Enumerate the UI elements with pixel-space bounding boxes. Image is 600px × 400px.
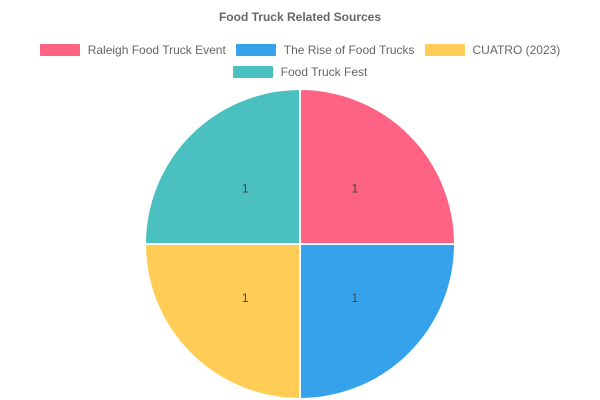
legend-label: Food Truck Fest — [280, 65, 368, 79]
legend-item-food-truck-fest[interactable]: Food Truck Fest — [232, 64, 368, 80]
chart-legend: Raleigh Food Truck Event The Rise of Foo… — [0, 39, 600, 83]
legend-label: The Rise of Food Trucks — [283, 43, 415, 57]
pie-data-labels: 1 1 1 1 — [242, 181, 359, 305]
legend-item-cuatro-2023[interactable]: CUATRO (2023) — [424, 42, 561, 58]
slice-value-label: 1 — [351, 291, 358, 305]
legend-row-2: Food Truck Fest — [0, 61, 600, 83]
legend-swatch — [424, 44, 465, 56]
legend-label: CUATRO (2023) — [472, 43, 561, 57]
legend-item-the-rise-of-food-trucks[interactable]: The Rise of Food Trucks — [235, 42, 415, 58]
slice-value-label: 1 — [351, 181, 358, 195]
pie-slices — [143, 87, 457, 400]
pie-slice-raleigh-food-truck-event[interactable] — [299, 87, 457, 245]
pie-slice-cuatro-2023[interactable] — [143, 243, 301, 400]
chart-title: Food Truck Related Sources — [218, 10, 382, 24]
legend-item-raleigh-food-truck-event[interactable]: Raleigh Food Truck Event — [39, 42, 226, 58]
pie-slice-the-rise-of-food-trucks[interactable] — [299, 243, 457, 400]
legend-swatch — [39, 44, 80, 56]
legend-swatch — [232, 66, 273, 78]
legend-label: Raleigh Food Truck Event — [87, 43, 226, 57]
legend-row-1: Raleigh Food Truck Event The Rise of Foo… — [0, 39, 600, 61]
slice-value-label: 1 — [242, 291, 249, 305]
legend-swatch — [235, 44, 276, 56]
pie-slice-food-truck-fest[interactable] — [143, 87, 301, 245]
slice-value-label: 1 — [242, 181, 249, 195]
